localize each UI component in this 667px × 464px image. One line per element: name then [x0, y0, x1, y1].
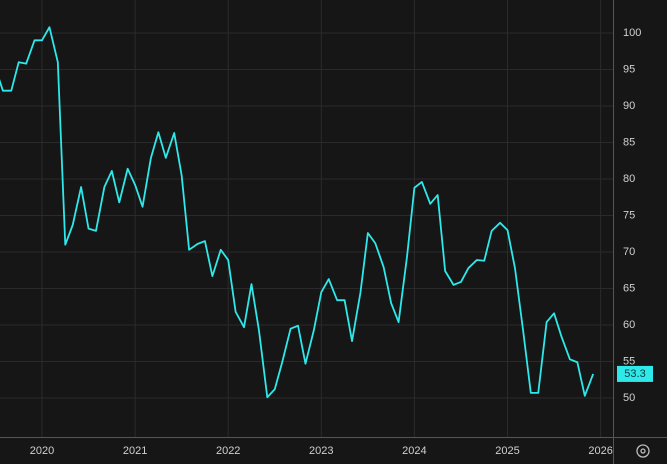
x-tick-label: 2020 — [30, 445, 54, 457]
x-tick-label: 2024 — [402, 445, 426, 457]
y-tick-label: 85 — [623, 136, 635, 148]
x-tick-label: 2022 — [216, 445, 240, 457]
x-tick-label: 2021 — [123, 445, 147, 457]
grid — [0, 0, 613, 437]
y-tick-label: 50 — [623, 392, 635, 404]
y-tick-label: 55 — [623, 355, 635, 367]
x-tick-label: 2025 — [495, 445, 519, 457]
line-series — [0, 26, 595, 399]
y-tick-label: 80 — [623, 173, 635, 185]
settings-icon[interactable] — [636, 444, 650, 458]
y-tick-label: 90 — [623, 100, 635, 112]
y-tick-label: 100 — [623, 27, 641, 39]
y-tick-label: 75 — [623, 209, 635, 221]
y-tick-label: 105 — [623, 0, 641, 2]
last-value-label: 53.3 — [624, 368, 645, 380]
plot-area — [0, 26, 595, 399]
y-tick-label: 65 — [623, 282, 635, 294]
y-tick-label: 70 — [623, 246, 635, 258]
x-tick-label: 2026 — [588, 445, 612, 457]
x-tick-label: 2023 — [309, 445, 333, 457]
y-tick-label: 95 — [623, 63, 635, 75]
y-tick-label: 60 — [623, 319, 635, 331]
last-value-badge — [617, 365, 653, 382]
